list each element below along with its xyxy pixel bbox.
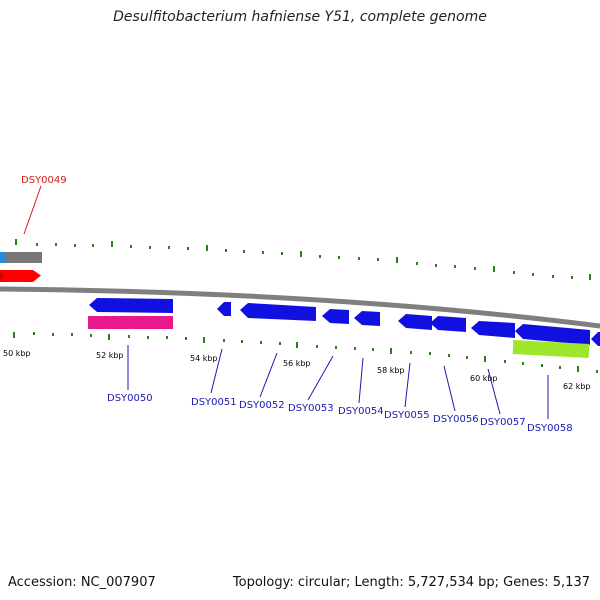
gene-dsy0056[interactable] xyxy=(430,316,466,332)
gene-edge-right[interactable] xyxy=(591,332,600,346)
leader-dsy0055 xyxy=(404,362,411,408)
label-dsy0050[interactable]: DSY0050 xyxy=(107,393,153,404)
red-gene-arrow[interactable] xyxy=(0,270,41,282)
label-dsy0053[interactable]: DSY0053 xyxy=(288,403,334,414)
scale-label-60: 60 kbp xyxy=(470,374,498,383)
gray-feature-bar[interactable] xyxy=(0,252,42,263)
scale-label-52: 52 kbp xyxy=(96,351,124,360)
label-dsy0054[interactable]: DSY0054 xyxy=(338,406,384,417)
label-dsy0055[interactable]: DSY0055 xyxy=(384,410,430,421)
gene-dsy0053[interactable] xyxy=(322,309,349,324)
label-dsy0052[interactable]: DSY0052 xyxy=(239,400,285,411)
leader-dsy0057 xyxy=(487,368,501,415)
gene-dsy0051[interactable] xyxy=(217,302,231,316)
label-dsy0058[interactable]: DSY0058 xyxy=(527,423,573,434)
scale-label-56: 56 kbp xyxy=(283,359,311,368)
upper-tick-row xyxy=(15,239,591,280)
accession-text: Accession: NC_007907 xyxy=(8,575,156,590)
leader-dsy0056 xyxy=(443,365,456,412)
genome-stats-text: Topology: circular; Length: 5,727,534 bp… xyxy=(232,575,590,590)
gene-dsy0057[interactable] xyxy=(471,321,515,338)
lower-tick-row xyxy=(13,332,598,373)
gene-dsy0050[interactable] xyxy=(89,298,173,313)
label-dsy0057[interactable]: DSY0057 xyxy=(480,417,526,428)
scale-label-58: 58 kbp xyxy=(377,366,405,375)
scale-label-50: 50 kbp xyxy=(3,349,31,358)
rna-feature-dsy0050[interactable] xyxy=(88,316,173,329)
genome-title: Desulfitobacterium hafniense Y51, comple… xyxy=(113,9,487,25)
label-dsy0051[interactable]: DSY0051 xyxy=(191,397,237,408)
scale-label-54: 54 kbp xyxy=(190,354,218,363)
lime-feature[interactable] xyxy=(512,340,590,358)
blue-feature-stub[interactable] xyxy=(0,252,5,263)
leader-dsy0052 xyxy=(259,352,278,398)
leader-dsy0049 xyxy=(23,185,42,235)
gene-dsy0058[interactable] xyxy=(515,324,590,345)
gene-dsy0054[interactable] xyxy=(354,311,380,326)
scale-label-62: 62 kbp xyxy=(563,382,591,391)
label-dsy0049[interactable]: DSY0049 xyxy=(21,175,67,186)
genome-backbone xyxy=(0,286,600,329)
leader-dsy0053 xyxy=(307,355,334,401)
label-dsy0056[interactable]: DSY0056 xyxy=(433,414,479,425)
leader-dsy0051 xyxy=(210,348,223,394)
red-gene-tip[interactable] xyxy=(0,272,5,280)
gene-dsy0055[interactable] xyxy=(398,314,432,330)
leader-dsy0054 xyxy=(358,357,364,404)
gene-dsy0052[interactable] xyxy=(240,303,316,321)
